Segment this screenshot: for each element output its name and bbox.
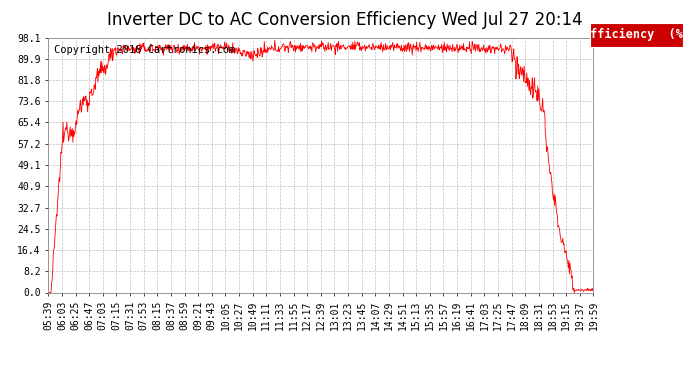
Text: Efficiency  (%): Efficiency (%) (583, 28, 690, 41)
Text: Copyright 2016 Cartronics.com: Copyright 2016 Cartronics.com (54, 45, 235, 55)
Text: Inverter DC to AC Conversion Efficiency Wed Jul 27 20:14: Inverter DC to AC Conversion Efficiency … (107, 11, 583, 29)
